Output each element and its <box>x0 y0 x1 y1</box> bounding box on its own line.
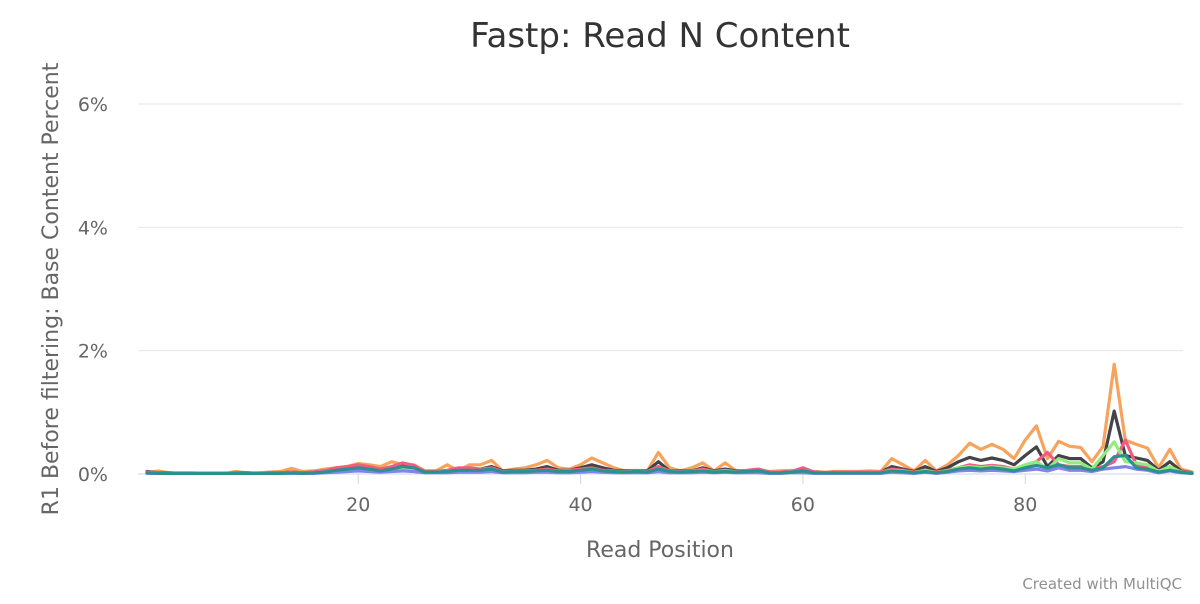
x-tick-label: 60 <box>791 494 815 516</box>
y-tick-label: 6% <box>78 94 108 116</box>
grid <box>138 103 1183 475</box>
series-line-1[interactable] <box>145 362 1194 475</box>
y-tick-label: 2% <box>78 341 108 363</box>
chart-title: Fastp: Read N Content <box>470 16 850 56</box>
x-tick-label: 20 <box>346 494 370 516</box>
series-line-6[interactable] <box>145 453 1194 475</box>
multiqc-credit[interactable]: Created with MultiQC <box>1022 575 1182 593</box>
y-axis-label: R1 Before filtering: Base Content Percen… <box>39 62 64 515</box>
x-tick-label: 40 <box>568 494 592 516</box>
y-tick-label: 4% <box>78 217 108 239</box>
y-tick-label: 0% <box>78 464 108 486</box>
x-axis: 20 40 60 80 <box>138 473 1183 516</box>
x-tick-label: 80 <box>1013 494 1037 516</box>
y-axis: 0% 2% 4% 6% <box>78 94 108 486</box>
x-axis-label: Read Position <box>586 538 734 563</box>
series-layer <box>145 362 1194 475</box>
